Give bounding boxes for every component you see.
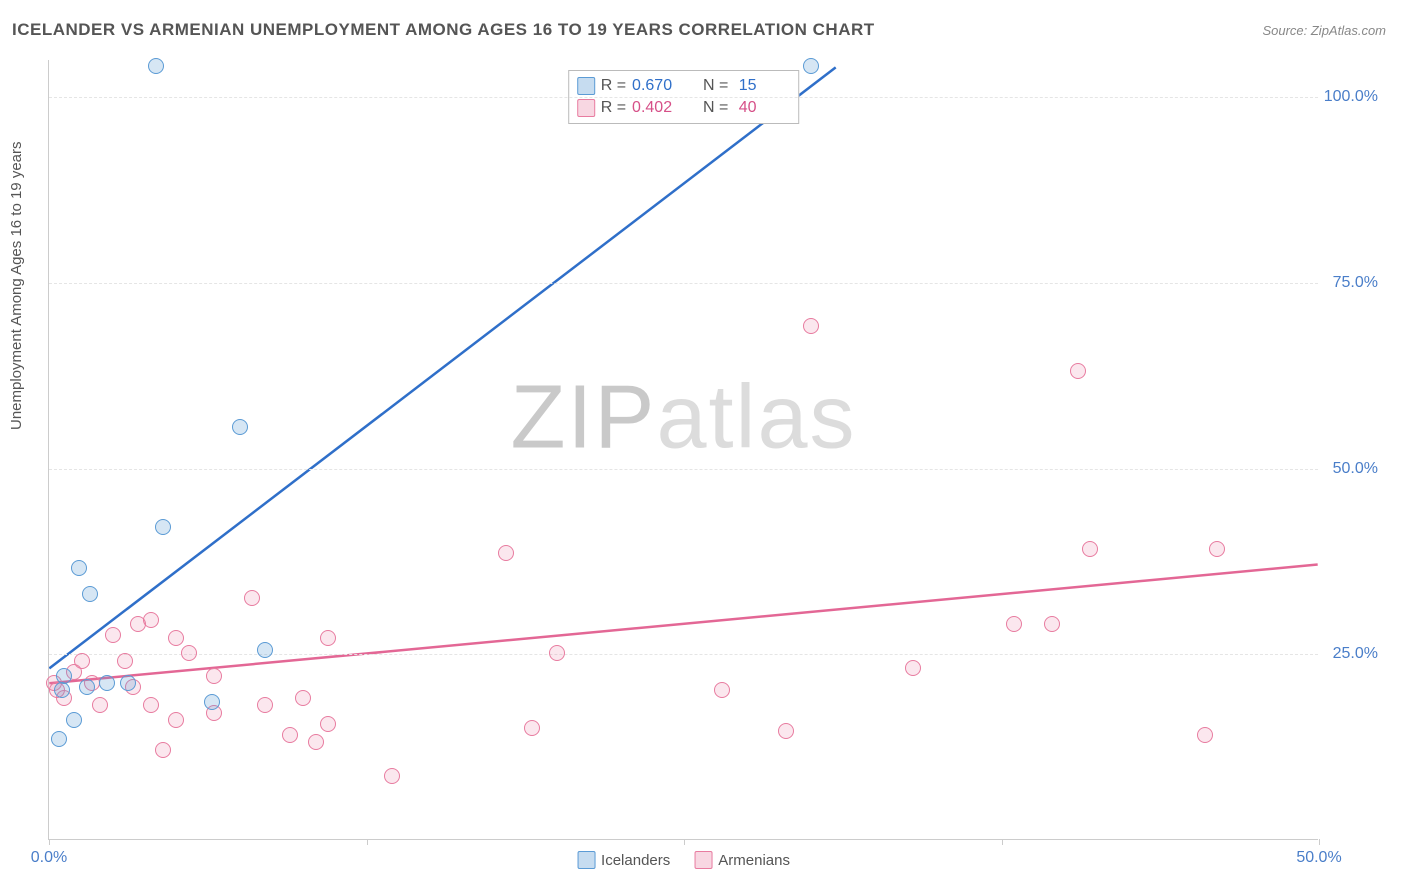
legend-swatch: [694, 851, 712, 869]
data-point: [54, 682, 70, 698]
legend-swatch: [577, 851, 595, 869]
data-point: [803, 58, 819, 74]
data-point: [244, 590, 260, 606]
data-point: [498, 545, 514, 561]
trend-lines: [49, 60, 1318, 839]
chart-title: ICELANDER VS ARMENIAN UNEMPLOYMENT AMONG…: [12, 20, 875, 40]
data-point: [130, 616, 146, 632]
data-point: [1082, 541, 1098, 557]
data-point: [92, 697, 108, 713]
legend-r-value: 0.670: [632, 77, 688, 95]
data-point: [155, 742, 171, 758]
chart-area: ZIPatlas R = 0.670 N = 15 R = 0.402 N = …: [48, 60, 1388, 840]
gridline: [49, 654, 1318, 655]
data-point: [384, 768, 400, 784]
chart-source: Source: ZipAtlas.com: [1262, 23, 1386, 38]
data-point: [320, 630, 336, 646]
legend-n-label: N =: [694, 99, 728, 117]
data-point: [120, 675, 136, 691]
data-point: [1044, 616, 1060, 632]
legend-r-value: 0.402: [632, 99, 688, 117]
data-point: [1006, 616, 1022, 632]
data-point: [82, 586, 98, 602]
data-point: [905, 660, 921, 676]
data-point: [257, 697, 273, 713]
legend-swatch: [577, 99, 595, 117]
x-tick: [49, 839, 50, 845]
y-tick-label: 50.0%: [1333, 460, 1378, 478]
data-point: [79, 679, 95, 695]
data-point: [148, 58, 164, 74]
data-point: [56, 668, 72, 684]
x-tick-label: 50.0%: [1296, 849, 1341, 867]
data-point: [320, 716, 336, 732]
x-tick: [1002, 839, 1003, 845]
data-point: [282, 727, 298, 743]
data-point: [71, 560, 87, 576]
data-point: [295, 690, 311, 706]
data-point: [206, 668, 222, 684]
gridline: [49, 469, 1318, 470]
data-point: [168, 712, 184, 728]
legend-row: R = 0.670 N = 15: [577, 75, 791, 97]
gridline: [49, 97, 1318, 98]
data-point: [181, 645, 197, 661]
watermark: ZIPatlas: [510, 367, 856, 470]
legend-label: Armenians: [718, 852, 790, 869]
data-point: [257, 642, 273, 658]
plot-region: ZIPatlas R = 0.670 N = 15 R = 0.402 N = …: [48, 60, 1318, 840]
y-tick-label: 75.0%: [1333, 274, 1378, 292]
data-point: [714, 682, 730, 698]
data-point: [155, 519, 171, 535]
data-point: [168, 630, 184, 646]
data-point: [308, 734, 324, 750]
legend-n-value: 15: [734, 77, 790, 95]
data-point: [778, 723, 794, 739]
legend-n-value: 40: [734, 99, 790, 117]
y-tick-label: 100.0%: [1324, 88, 1378, 106]
x-tick: [684, 839, 685, 845]
legend-item: Icelanders: [577, 851, 670, 869]
data-point: [117, 653, 133, 669]
legend-n-label: N =: [694, 77, 728, 95]
data-point: [143, 697, 159, 713]
legend-item: Armenians: [694, 851, 790, 869]
data-point: [232, 419, 248, 435]
x-tick-label: 0.0%: [31, 849, 67, 867]
legend-r-label: R =: [601, 77, 626, 95]
chart-header: ICELANDER VS ARMENIAN UNEMPLOYMENT AMONG…: [12, 20, 1386, 40]
data-point: [549, 645, 565, 661]
data-point: [524, 720, 540, 736]
gridline: [49, 283, 1318, 284]
legend-label: Icelanders: [601, 852, 670, 869]
trend-line: [49, 564, 1317, 683]
y-axis-title: Unemployment Among Ages 16 to 19 years: [8, 141, 25, 430]
x-tick: [1319, 839, 1320, 845]
y-tick-label: 25.0%: [1333, 645, 1378, 663]
data-point: [803, 318, 819, 334]
trend-line: [49, 67, 835, 668]
legend-swatch: [577, 77, 595, 95]
data-point: [1209, 541, 1225, 557]
legend-r-label: R =: [601, 99, 626, 117]
legend-row: R = 0.402 N = 40: [577, 97, 791, 119]
data-point: [204, 694, 220, 710]
data-point: [99, 675, 115, 691]
data-point: [66, 712, 82, 728]
x-tick: [367, 839, 368, 845]
data-point: [105, 627, 121, 643]
data-point: [51, 731, 67, 747]
data-point: [1197, 727, 1213, 743]
data-point: [1070, 363, 1086, 379]
series-legend: Icelanders Armenians: [577, 851, 790, 869]
